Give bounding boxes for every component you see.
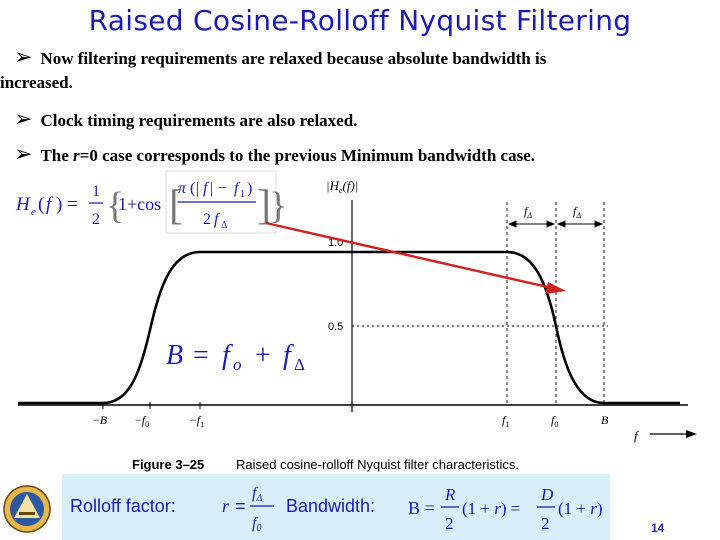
svg-text:f: f xyxy=(222,340,233,371)
svg-text:f: f xyxy=(283,340,294,371)
svg-text:Δ: Δ xyxy=(294,355,305,374)
svg-text:1+cos: 1+cos xyxy=(118,194,161,214)
svg-text:f: f xyxy=(203,180,210,197)
x-axis-symbol: f xyxy=(634,428,640,443)
svg-text:) =: ) = xyxy=(56,194,78,215)
figure-caption-label: Figure 3–25 xyxy=(132,457,204,472)
bw-frac1-num: R xyxy=(444,485,456,504)
svg-text:π: π xyxy=(178,180,187,197)
svg-text:−: − xyxy=(218,180,227,197)
svg-text:Δ: Δ xyxy=(221,220,228,231)
svg-text:f: f xyxy=(46,194,54,215)
x-tick-labels: −B −f0 −f1 f1 f0 B xyxy=(93,413,609,429)
bw-frac2-num: D xyxy=(540,485,554,504)
svg-text:(: ( xyxy=(190,180,195,197)
arrow-bullet-icon: ➢ xyxy=(14,107,33,132)
svg-text:2: 2 xyxy=(92,211,100,228)
y-axis-label: |He(f)| xyxy=(326,178,358,195)
svg-text:|: | xyxy=(196,180,199,197)
svg-text:[: [ xyxy=(169,183,183,229)
tick-minus-f1: −f1 xyxy=(190,413,204,429)
bullet-2: ➢ Clock timing requirements are also rela… xyxy=(14,108,357,133)
bullet-2-text: Clock timing requirements are also relax… xyxy=(40,111,358,130)
tick-f0: f0 xyxy=(551,413,558,429)
svg-text:f: f xyxy=(214,211,221,228)
r-equals: = xyxy=(235,496,246,516)
r-symbol: r xyxy=(222,496,230,516)
bullet-3: ➢ The r=0 case corresponds to the previou… xyxy=(14,143,535,168)
r-denominator: f0 xyxy=(252,515,261,534)
frequency-guides xyxy=(506,202,605,405)
slide-title: Raised Cosine-Rolloff Nyquist Filtering xyxy=(88,4,632,37)
delta-label-2: fΔ xyxy=(573,204,581,220)
x-axis-arrow-icon xyxy=(650,430,697,438)
bandwidth-label: Bandwidth: xyxy=(286,496,375,516)
svg-text:]: ] xyxy=(257,183,271,229)
figure-caption-text: Raised cosine-rolloff Nyquist filter cha… xyxy=(236,457,519,472)
svg-text:}: } xyxy=(269,185,287,227)
level-half-label: 0.5 xyxy=(328,321,343,333)
bandwidth-equation: B = f o + f Δ xyxy=(166,340,305,374)
bullet-3-post: =0 case corresponds to the previous Mini… xyxy=(79,146,535,165)
page-number: 14 xyxy=(651,521,665,535)
rolloff-label: Rolloff factor: xyxy=(70,496,176,516)
delta-dimension-arrows xyxy=(507,220,604,228)
rolloff-factor-box: Rolloff factor: r = fΔ f0 Bandwidth: B =… xyxy=(62,474,610,540)
arrow-bullet-icon: ➢ xyxy=(14,142,33,167)
bullet-3-pre: The xyxy=(40,146,74,165)
bw-frac1-den: 2 xyxy=(445,514,454,533)
raised-cosine-curve xyxy=(18,250,680,405)
tick-B: B xyxy=(601,413,609,427)
svg-text:o: o xyxy=(233,355,242,374)
svg-text:+: + xyxy=(255,340,271,371)
x-tick-marks xyxy=(102,402,201,409)
pointer-arrow xyxy=(265,221,566,294)
bw-lhs: B = xyxy=(408,498,435,518)
svg-text:f: f xyxy=(234,180,241,197)
bullet-1-continuation: increased. xyxy=(0,73,73,92)
tick-minus-f0: −f0 xyxy=(135,413,149,429)
delta-label-1: fΔ xyxy=(524,204,532,220)
svg-text:1: 1 xyxy=(240,189,245,200)
bw-factor-2: (1 + r) xyxy=(558,499,603,518)
bullet-1: ➢ Now filtering requirements are relaxed … xyxy=(0,45,704,95)
svg-text:): ) xyxy=(247,180,252,197)
svg-text:2: 2 xyxy=(203,211,211,228)
svg-text:H: H xyxy=(15,194,31,215)
tick-f1: f1 xyxy=(502,413,509,429)
bullet-1-text: Now filtering requirements are relaxed b… xyxy=(40,49,547,68)
svg-text:|: | xyxy=(210,180,213,197)
bw-factor-1: (1 + r) = xyxy=(462,499,520,518)
svg-text:1: 1 xyxy=(92,183,100,200)
svg-text:B: B xyxy=(166,340,183,371)
bullet-3-r-symbol: r xyxy=(73,146,80,165)
r-numerator: fΔ xyxy=(252,485,262,504)
bw-frac2-den: 2 xyxy=(541,514,550,533)
svg-text:(: ( xyxy=(38,194,44,215)
tick-minus-B: −B xyxy=(93,413,108,427)
svg-text:=: = xyxy=(193,340,209,371)
arrow-bullet-icon: ➢ xyxy=(14,45,33,70)
svg-text:e: e xyxy=(31,206,36,218)
university-logo xyxy=(3,485,51,533)
he-formula: H e ( f ) = 1 2 { 1+cos [ π ( | f | − f … xyxy=(15,170,287,234)
svg-text:{: { xyxy=(106,185,124,227)
